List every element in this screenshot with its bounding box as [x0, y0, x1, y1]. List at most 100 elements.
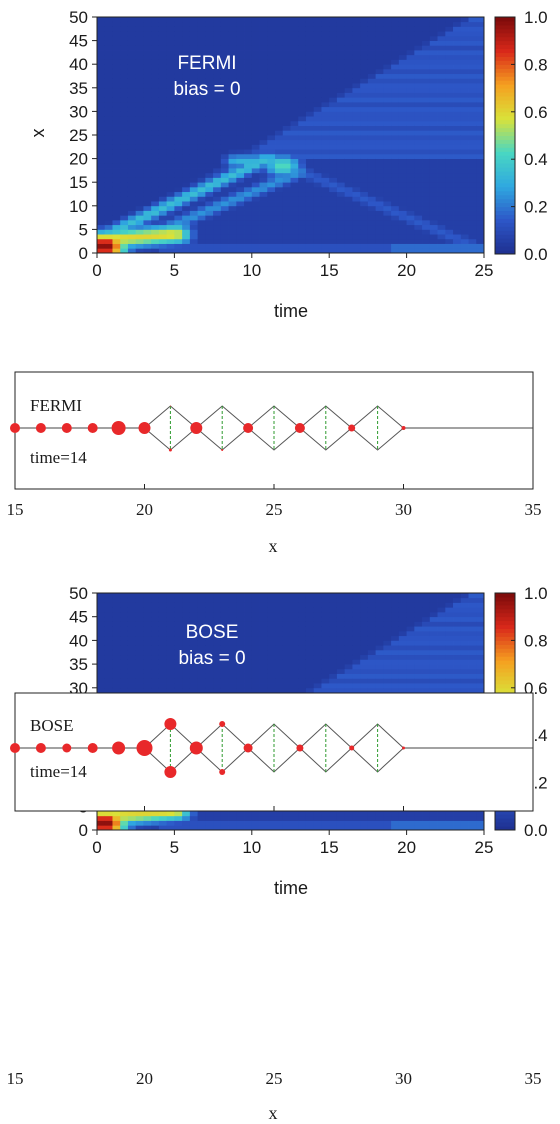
bose-heatmap-cell: [104, 815, 113, 821]
fermi-heatmap-cell: [220, 234, 229, 240]
fermi-heatmap-cell: [213, 210, 222, 216]
bose-heatmap-cell: [367, 640, 377, 646]
bose-heatmap-cell: [267, 683, 276, 689]
bose-heatmap-cell: [453, 664, 462, 670]
fermi-heatmap-colorbar-swatch: [495, 40, 515, 46]
fermi-heatmap-cell: [329, 101, 338, 108]
bose-heatmap-cell: [290, 659, 299, 665]
bose-heatmap-cell: [429, 820, 438, 826]
bose-heatmap-cell: [360, 673, 369, 679]
fermi-heatmap-cell: [429, 135, 438, 141]
fermi-heatmap-cell: [391, 144, 400, 150]
fermi-heatmap-cell: [329, 135, 338, 141]
fermi-heatmap-cell: [174, 182, 183, 188]
fermi-heatmap-cell: [391, 120, 400, 126]
bose-heatmap-cell: [383, 597, 392, 603]
fermi-heatmap-cell: [344, 21, 353, 27]
fermi-heatmap-cell: [151, 215, 160, 221]
fermi-heatmap-cell: [220, 248, 229, 254]
fermi-heatmap-cell: [251, 153, 260, 159]
fermi-heatmap-cell: [476, 229, 485, 235]
bose-heatmap-cell: [383, 668, 392, 674]
fermi-heatmap-cell: [445, 158, 454, 164]
fermi-heatmap-cell: [174, 186, 183, 193]
fermi-heatmap-cell: [445, 64, 454, 70]
fermi-heatmap-cell: [135, 139, 144, 145]
fermi-lattice-xtick-label: 30: [395, 500, 412, 519]
bose-heatmap-cell: [321, 607, 330, 613]
fermi-heatmap-cell: [251, 234, 260, 240]
fermi-heatmap-cell: [336, 97, 346, 103]
bose-heatmap-cell: [398, 630, 407, 637]
fermi-heatmap-cell: [127, 78, 137, 84]
fermi-heatmap-cell: [120, 92, 129, 98]
fermi-heatmap-cell: [220, 59, 229, 65]
fermi-heatmap-cell: [367, 144, 377, 150]
fermi-heatmap-cell: [336, 229, 346, 235]
fermi-heatmap-cell: [174, 163, 183, 169]
bose-heatmap-cell: [282, 659, 291, 665]
bose-heatmap-cell: [391, 630, 400, 637]
fermi-heatmap-cell: [468, 26, 477, 32]
bose-heatmap-cell: [127, 621, 137, 627]
fermi-heatmap-cell: [437, 50, 446, 56]
fermi-heatmap-cell: [406, 73, 415, 79]
fermi-heatmap-cell: [166, 50, 175, 56]
bose-heatmap-cell: [445, 654, 454, 660]
bose-heatmap-cell: [298, 659, 307, 665]
fermi-heatmap-panel: FERMI bias = 0 time x 0 5 10 15 20 2505101520…: [28, 8, 548, 321]
fermi-heatmap-cell: [429, 186, 438, 193]
fermi-heatmap-cell: [429, 64, 438, 70]
bose-heatmap-cell: [143, 673, 152, 679]
bose-heatmap-cell: [321, 825, 330, 831]
fermi-heatmap-cell: [189, 21, 199, 27]
bose-heatmap-cell: [321, 811, 330, 817]
fermi-heatmap-cell: [151, 177, 160, 183]
fermi-heatmap-cell: [143, 248, 152, 254]
fermi-heatmap-cell: [406, 35, 415, 41]
bose-heatmap-cell: [336, 815, 346, 821]
bose-heatmap-cell: [329, 611, 338, 618]
fermi-heatmap-cell: [244, 116, 253, 122]
fermi-heatmap-cell: [476, 177, 485, 183]
fermi-heatmap-cell: [275, 35, 284, 41]
fermi-heatmap-cell: [275, 111, 284, 117]
fermi-heatmap-cell: [166, 125, 175, 131]
fermi-heatmap-cell: [360, 35, 369, 41]
bose-heatmap-cell: [135, 815, 144, 821]
fermi-heatmap-cell: [468, 17, 477, 23]
bose-heatmap-cell: [205, 645, 214, 651]
fermi-heatmap-cell: [205, 40, 214, 46]
bose-heatmap-cell: [112, 626, 121, 632]
bose-heatmap-cell: [367, 815, 377, 821]
fermi-heatmap-cell: [406, 234, 415, 240]
bose-heatmap-cell: [445, 820, 454, 826]
fermi-heatmap-cell: [290, 144, 299, 150]
fermi-heatmap-cell: [460, 248, 469, 254]
fermi-heatmap-cell: [251, 186, 260, 193]
fermi-heatmap-cell: [166, 248, 175, 254]
bose-heatmap-cell: [298, 635, 307, 641]
fermi-heatmap-cell: [267, 234, 276, 240]
fermi-heatmap-colorbar-swatch: [495, 60, 515, 65]
fermi-heatmap-cell: [406, 196, 415, 202]
fermi-heatmap-cell: [282, 234, 291, 240]
bose-heatmap-cell: [189, 611, 199, 618]
bose-heatmap-cell: [182, 616, 191, 622]
bose-heatmap-cell: [336, 811, 346, 817]
fermi-heatmap-cell: [344, 50, 353, 56]
bose-heatmap-cell: [166, 616, 175, 622]
bose-heatmap-cell: [344, 649, 353, 656]
fermi-heatmap-cell: [166, 17, 175, 23]
fermi-heatmap-cell: [228, 238, 237, 244]
bose-heatmap-cell: [228, 593, 237, 599]
fermi-heatmap-cell: [329, 92, 338, 98]
fermi-heatmap-cell: [445, 153, 454, 159]
bose-heatmap-cell: [143, 668, 152, 674]
fermi-heatmap-cell: [298, 125, 307, 131]
fermi-heatmap-cell: [213, 64, 222, 70]
fermi-heatmap-cell: [329, 64, 338, 70]
fermi-heatmap-cell: [414, 163, 423, 169]
fermi-heatmap-cell: [414, 101, 423, 108]
fermi-heatmap-xtick-label: 15: [320, 261, 339, 280]
